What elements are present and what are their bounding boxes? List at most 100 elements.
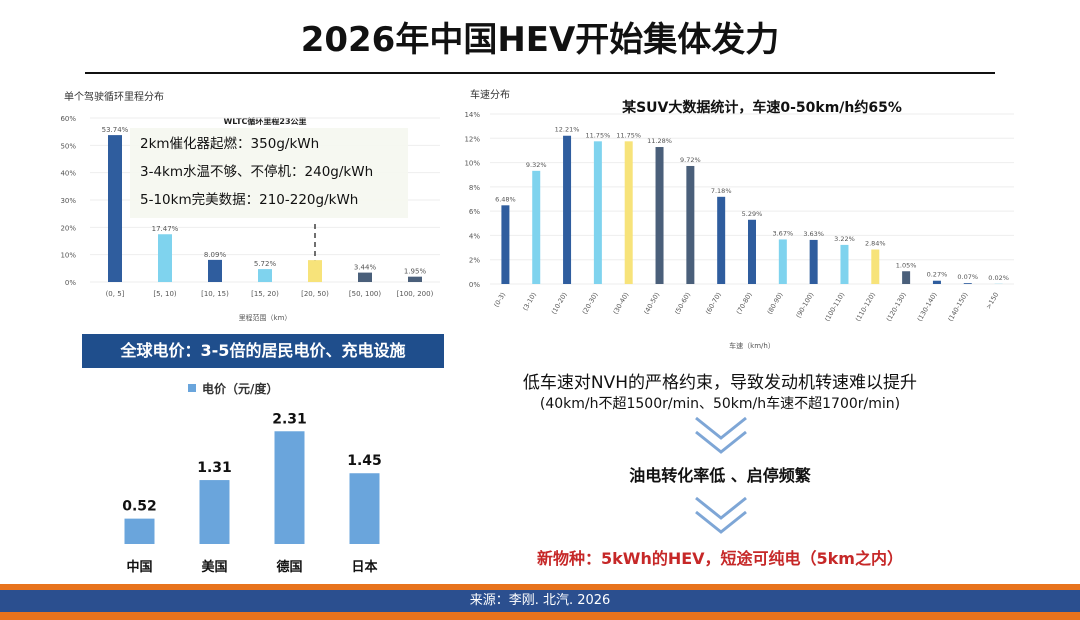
chart-subtitle: 某SUV大数据统计，车速0-50km/h约65% xyxy=(622,99,902,116)
x-tick-label: (90-100) xyxy=(794,291,815,319)
data-label: 0.02% xyxy=(988,274,1009,282)
bar xyxy=(840,244,849,284)
legend-swatch xyxy=(188,384,196,392)
bar xyxy=(871,249,880,284)
x-tick-label: (3-10) xyxy=(521,291,538,312)
y-tick-label: 8% xyxy=(469,184,480,192)
bar xyxy=(258,269,272,282)
data-label: 53.74% xyxy=(102,126,129,134)
x-tick-label: (60-70) xyxy=(704,291,723,316)
y-tick-label: 10% xyxy=(60,252,76,260)
note-line: 5-10km完美数据：210-220g/kWh xyxy=(140,192,359,208)
data-label: 1.95% xyxy=(404,268,427,276)
nvh-constraint-text: 低车速对NVH的严格约束，导致发动机转速难以提升 xyxy=(522,373,918,393)
x-tick-label: [20, 50) xyxy=(301,290,329,298)
new-species-text: 新物种：5kWh的HEV，短途可纯电（5km之内） xyxy=(537,549,903,568)
data-label: 0.27% xyxy=(927,271,948,279)
x-tick-label: (140-150) xyxy=(946,291,969,323)
bar xyxy=(158,234,172,282)
data-label: 6.48% xyxy=(495,195,516,203)
bar xyxy=(963,283,972,284)
bar xyxy=(349,473,380,544)
data-label: 11.28% xyxy=(647,137,672,145)
x-tick-label: [5, 10) xyxy=(153,290,177,298)
title-divider xyxy=(85,72,995,74)
chart-subtitle: WLTC循环里程23公里 xyxy=(223,116,306,126)
data-label: 5.29% xyxy=(742,210,763,218)
data-label: 11.75% xyxy=(616,131,641,139)
data-label: 0.07% xyxy=(957,273,978,281)
bar xyxy=(274,431,305,544)
bar xyxy=(308,260,322,282)
bar xyxy=(501,205,510,284)
bar xyxy=(717,196,726,284)
rpm-limit-text: (40km/h不超1500r/min、50km/h车速不超1700r/min) xyxy=(539,396,901,412)
x-tick-label: (120-130) xyxy=(885,291,908,323)
y-tick-label: 30% xyxy=(60,197,76,205)
data-label: 1.05% xyxy=(896,261,917,269)
y-tick-label: 14% xyxy=(464,111,480,119)
bar xyxy=(532,170,541,284)
note-line: 2km催化器起燃：350g/kWh xyxy=(140,136,320,152)
x-tick-label: [50, 100) xyxy=(349,290,381,298)
bar xyxy=(932,280,941,284)
bar xyxy=(809,239,818,284)
bar xyxy=(208,259,222,282)
x-tick-label: (10-20) xyxy=(550,291,569,316)
x-tick-label: [15, 20) xyxy=(251,290,279,298)
data-label: 9.72% xyxy=(680,156,701,164)
bar xyxy=(358,272,372,282)
x-tick-label: (110-120) xyxy=(854,291,877,323)
bar xyxy=(624,141,633,284)
y-tick-label: 20% xyxy=(60,224,76,232)
y-tick-label: 2% xyxy=(469,257,480,265)
conversion-efficiency-text: 油电转化率低 、启停频繁 xyxy=(629,466,811,485)
y-tick-label: 40% xyxy=(60,170,76,178)
x-tick-label: (130-140) xyxy=(916,291,939,323)
chart-title: 车速分布 xyxy=(470,88,510,101)
data-label: 5.72% xyxy=(254,260,277,268)
bar xyxy=(563,135,572,284)
bar xyxy=(686,165,695,284)
data-label: 3.67% xyxy=(772,229,793,237)
data-label: 3.44% xyxy=(354,264,377,272)
y-tick-label: 4% xyxy=(469,232,480,240)
mileage-distribution-chart: 单个驾驶循环里程分布 WLTC循环里程23公里 0% 10% 20% 30% 40% 50% 6… xyxy=(60,90,440,322)
data-label: 0.52 xyxy=(122,499,157,515)
page-title: 2026年中国HEV开始集体发力 xyxy=(300,20,780,60)
data-label: 8.09% xyxy=(204,251,227,259)
bar xyxy=(748,219,756,284)
y-tick-label: 0% xyxy=(469,281,480,289)
data-label: 12.21% xyxy=(555,126,580,134)
data-label: 3.22% xyxy=(834,235,855,243)
bar xyxy=(902,271,911,284)
x-tick-label: >150 xyxy=(984,291,1000,310)
data-label: 3.63% xyxy=(803,230,824,238)
bar xyxy=(124,518,155,544)
fuel-consumption-notes: 2km催化器起燃：350g/kWh 3-4km水温不够、不停机：240g/kWh… xyxy=(130,128,408,218)
note-line: 3-4km水温不够、不停机：240g/kWh xyxy=(140,164,374,180)
data-label: 7.18% xyxy=(711,187,732,195)
footer-stripe xyxy=(0,612,1080,620)
data-label: 9.32% xyxy=(526,161,547,169)
x-tick-label: 美国 xyxy=(201,559,227,575)
y-tick-label: 6% xyxy=(469,208,480,216)
electricity-price-banner: 全球电价：3-5倍的居民电价、充电设施 xyxy=(82,334,444,368)
x-tick-label: [100, 200) xyxy=(397,290,434,298)
chart-title: 单个驾驶循环里程分布 xyxy=(64,90,164,103)
bar xyxy=(655,147,664,284)
chevron-down-icon xyxy=(695,416,747,454)
x-tick-label: (0, 5] xyxy=(106,290,125,298)
bar xyxy=(199,480,230,544)
x-tick-label: 中国 xyxy=(126,559,152,575)
x-axis-label: 车速（km/h） xyxy=(729,341,775,350)
y-tick-label: 50% xyxy=(60,142,76,150)
data-label: 1.31 xyxy=(197,460,232,476)
y-tick-label: 0% xyxy=(65,279,76,287)
bar xyxy=(408,276,422,282)
x-tick-label: (0-3) xyxy=(492,291,507,309)
x-tick-label: (70-80) xyxy=(735,291,754,316)
bar xyxy=(108,135,122,282)
x-tick-label: (80-90) xyxy=(766,291,785,316)
